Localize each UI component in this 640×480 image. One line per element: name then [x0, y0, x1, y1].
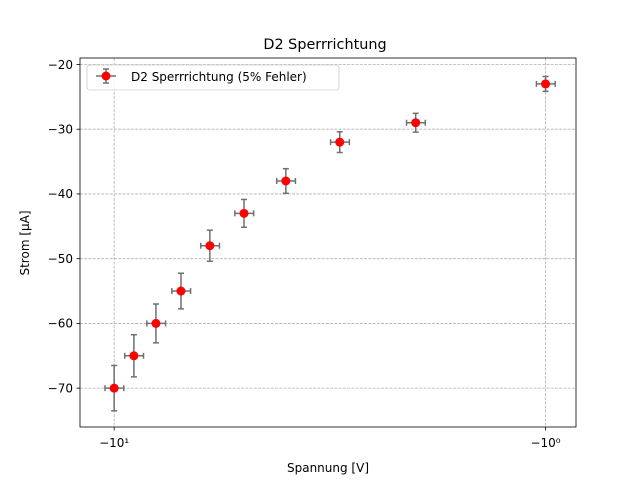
y-axis-label: Strom [μA] — [18, 210, 32, 275]
plot-area-frame — [79, 57, 577, 428]
data-point — [335, 137, 345, 147]
y-tick-label: −30 — [48, 123, 73, 137]
legend: D2 Sperrrichtung (5% Fehler) — [86, 64, 340, 91]
y-tick-label: −70 — [48, 381, 73, 395]
y-tick-label: −60 — [48, 317, 73, 331]
data-point — [281, 176, 291, 186]
legend-frame — [86, 64, 340, 91]
data-marks — [104, 75, 556, 412]
x-tick-label: −10¹ — [99, 436, 129, 450]
data-point — [129, 351, 139, 361]
data-point — [411, 118, 421, 128]
legend-entry-label: D2 Sperrrichtung (5% Fehler) — [131, 70, 307, 84]
data-point — [541, 79, 551, 89]
chart-title: D2 Sperrrichtung — [263, 37, 386, 53]
data-point — [239, 208, 249, 218]
axis-ticks: −70 −60 −50 −40 −30 −20 −10¹ −10⁰ — [48, 58, 561, 450]
legend-marker — [101, 71, 111, 81]
data-point — [176, 286, 186, 296]
x-axis-label: Spannung [V] — [287, 461, 369, 475]
legend-marker-icon — [96, 68, 116, 84]
y-tick-label: −20 — [48, 58, 73, 72]
x-tick-label: −10⁰ — [530, 436, 560, 450]
y-tick-label: −40 — [48, 187, 73, 201]
data-point — [205, 241, 215, 251]
data-point — [151, 318, 161, 328]
data-point — [109, 383, 119, 393]
y-tick-label: −50 — [48, 252, 73, 266]
